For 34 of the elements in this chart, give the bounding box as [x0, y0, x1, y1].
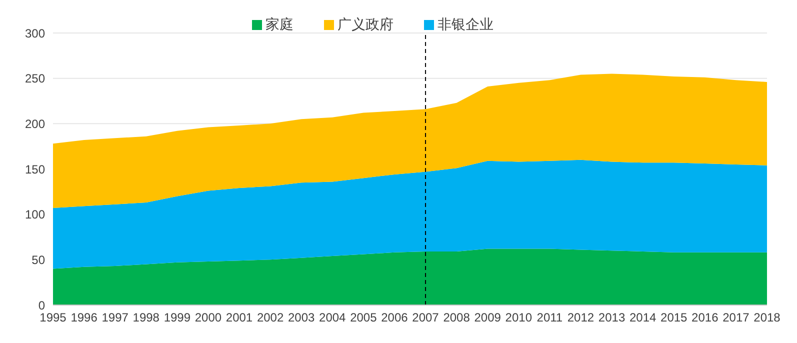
x-tick-label: 2012	[567, 310, 594, 325]
x-tick-label: 2018	[754, 310, 781, 325]
legend-label: 家庭	[266, 16, 294, 32]
x-tick-label: 2011	[536, 310, 563, 325]
x-tick-label: 2013	[598, 310, 626, 325]
y-tick-label: 100	[24, 208, 46, 222]
x-tick-label: 1998	[132, 310, 160, 325]
x-tick-label: 2014	[629, 310, 656, 325]
x-tick-label: 2003	[288, 310, 316, 325]
x-tick-label: 2010	[505, 310, 532, 325]
x-tick-label: 2004	[319, 310, 346, 325]
y-tick-label: 250	[24, 72, 46, 86]
x-tick-label: 2015	[660, 310, 688, 325]
y-tick-label: 300	[24, 26, 46, 40]
legend-label: 广义政府	[338, 16, 394, 32]
x-tick-label: 2016	[692, 310, 719, 325]
x-tick-label: 2006	[381, 310, 408, 325]
y-tick-label: 150	[24, 162, 46, 176]
y-tick-label: 50	[32, 252, 46, 267]
x-tick-label: 1996	[70, 310, 98, 325]
x-tick-label: 2009	[474, 310, 502, 325]
x-tick-label: 2007	[412, 310, 440, 325]
x-tick-label: 1999	[164, 310, 191, 325]
x-tick-label: 2005	[350, 310, 378, 325]
x-tick-label: 1997	[102, 310, 129, 325]
legend-label: 非银企业	[438, 16, 494, 32]
x-tick-label: 2000	[194, 310, 222, 325]
y-tick-label: 0	[38, 298, 46, 312]
x-tick-label: 2008	[443, 310, 470, 325]
x-tick-label: 1995	[40, 310, 67, 325]
x-tick-label: 2001	[226, 310, 253, 325]
y-tick-label: 200	[24, 116, 46, 131]
x-tick-label: 2017	[722, 310, 750, 325]
x-tick-label: 2002	[256, 310, 284, 325]
